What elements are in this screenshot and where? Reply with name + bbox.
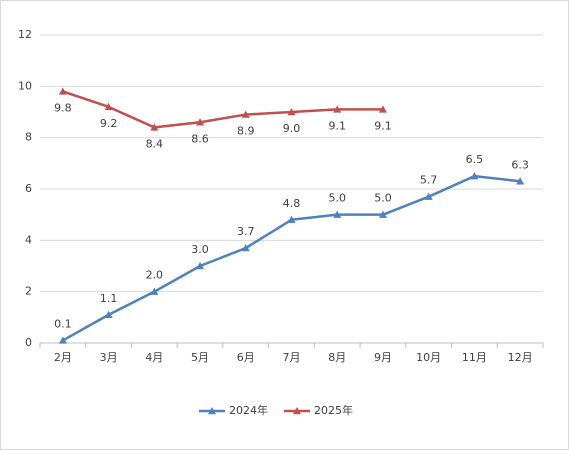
y-tick-label: 8 xyxy=(25,131,32,144)
y-tick-label: 10 xyxy=(18,79,32,92)
data-label: 3.7 xyxy=(237,225,255,238)
data-point xyxy=(241,244,250,252)
x-tick-label: 2月 xyxy=(54,351,72,364)
data-label: 6.3 xyxy=(511,158,529,171)
y-tick-label: 6 xyxy=(25,182,32,195)
data-label: 1.1 xyxy=(100,292,118,305)
y-tick-label: 12 xyxy=(18,28,32,41)
data-label: 0.1 xyxy=(54,317,72,330)
y-tick-label: 0 xyxy=(25,336,32,349)
data-label: 2.0 xyxy=(146,269,164,282)
data-point xyxy=(58,336,67,344)
data-point xyxy=(333,210,342,218)
data-label: 5.0 xyxy=(374,192,392,205)
legend-swatch-marker xyxy=(293,407,301,415)
data-point xyxy=(58,87,67,95)
data-label: 8.9 xyxy=(237,125,255,138)
data-point xyxy=(424,192,433,200)
x-tick-label: 11月 xyxy=(462,351,487,364)
data-point xyxy=(241,110,250,118)
data-label: 9.2 xyxy=(100,117,118,130)
x-tick-label: 12月 xyxy=(508,351,533,364)
data-label: 9.8 xyxy=(54,101,72,114)
data-label: 3.0 xyxy=(191,243,209,256)
data-point xyxy=(378,105,387,113)
data-point xyxy=(287,108,296,116)
data-point xyxy=(104,102,113,111)
data-point xyxy=(150,123,159,131)
data-label: 9.1 xyxy=(374,119,392,132)
x-tick-label: 10月 xyxy=(416,351,441,364)
x-tick-label: 7月 xyxy=(283,351,301,364)
legend-label: 2024年 xyxy=(229,403,268,417)
x-tick-label: 9月 xyxy=(374,351,392,364)
series-line xyxy=(62,90,383,129)
y-tick-label: 2 xyxy=(25,285,32,298)
y-tick-label: 4 xyxy=(25,233,32,246)
legend-swatch-marker xyxy=(208,407,216,415)
data-point xyxy=(196,118,205,126)
x-tick-label: 5月 xyxy=(191,351,209,364)
data-point xyxy=(104,310,113,318)
data-point xyxy=(470,172,479,180)
x-tick-label: 4月 xyxy=(145,351,163,364)
data-point xyxy=(287,215,296,223)
data-label: 8.6 xyxy=(191,132,209,145)
data-point xyxy=(150,287,159,295)
data-label: 9.1 xyxy=(328,119,346,132)
x-tick-label: 3月 xyxy=(100,351,118,364)
data-point xyxy=(378,210,387,218)
data-label: 6.5 xyxy=(466,153,484,166)
data-label: 8.4 xyxy=(146,137,164,150)
data-label: 5.0 xyxy=(328,192,346,205)
x-tick-label: 6月 xyxy=(237,351,255,364)
data-point xyxy=(516,177,525,185)
data-point xyxy=(196,262,205,270)
data-label: 9.0 xyxy=(283,122,301,135)
x-tick-label: 8月 xyxy=(328,351,346,364)
data-label: 4.8 xyxy=(283,197,301,210)
data-point xyxy=(333,105,342,113)
legend-label: 2025年 xyxy=(314,403,353,417)
data-label: 5.7 xyxy=(420,174,438,187)
